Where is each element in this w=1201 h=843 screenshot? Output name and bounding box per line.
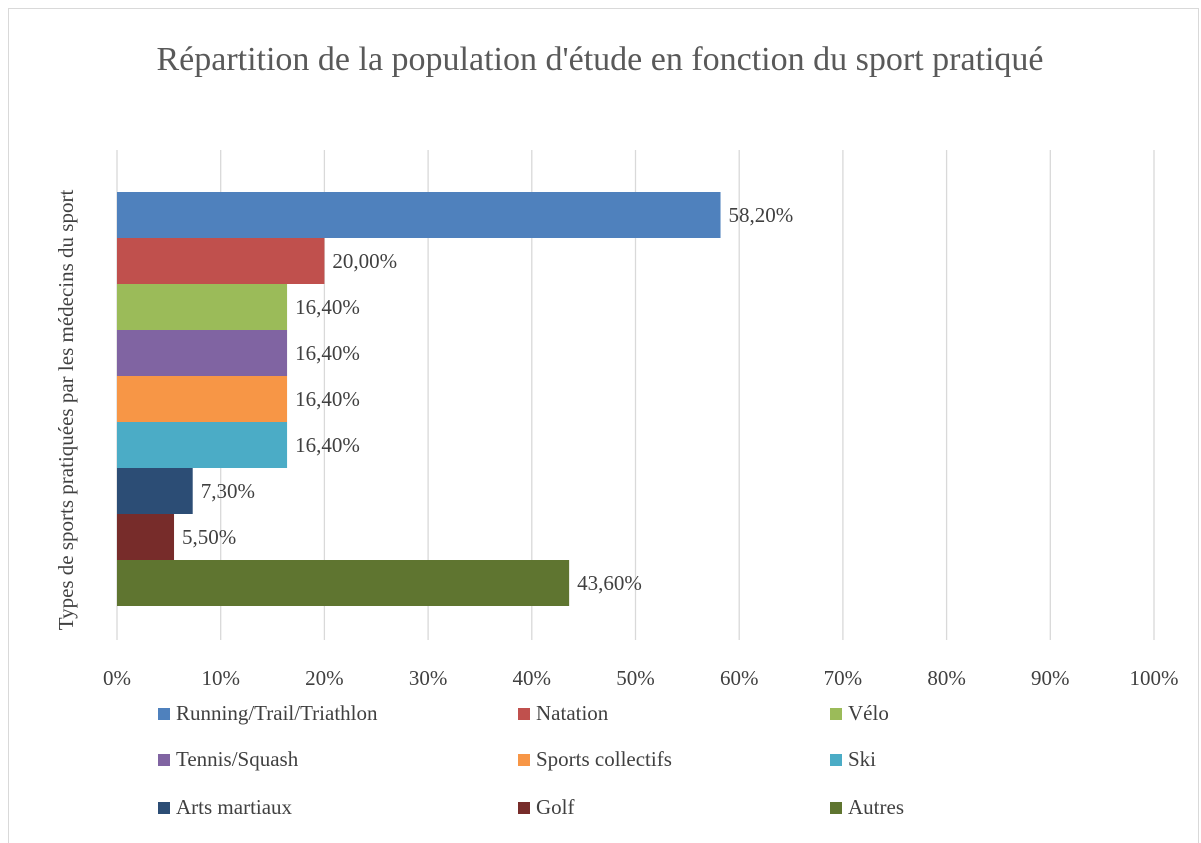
bar [117,330,288,376]
x-tick-label: 0% [103,666,131,690]
bar [117,468,193,514]
data-label: 20,00% [332,249,397,273]
chart-title: Répartition de la population d'étude en … [156,41,1044,78]
x-tick-label: 100% [1130,666,1179,690]
legend-swatch [158,708,170,720]
data-label: 7,30% [201,479,255,503]
x-tick-label: 60% [720,666,759,690]
x-tick-label: 40% [513,666,552,690]
bar [117,560,570,606]
legend-label: Sports collectifs [536,747,672,771]
bar [117,192,721,238]
legend-label: Autres [848,795,904,819]
legend-label: Arts martiaux [176,795,293,819]
data-label: 16,40% [295,433,360,457]
legend-label: Natation [536,701,609,725]
legend-label: Tennis/Squash [176,747,299,771]
x-tick-label: 50% [616,666,655,690]
legend-swatch [158,754,170,766]
chart-border [8,8,1199,843]
data-label: 43,60% [577,571,642,595]
data-label: 16,40% [295,387,360,411]
legend-swatch [518,802,530,814]
legend-swatch [158,802,170,814]
bar [117,238,325,284]
legend-label: Ski [848,747,876,771]
x-tick-label: 10% [201,666,240,690]
legend-swatch [830,754,842,766]
x-tick-label: 90% [1031,666,1070,690]
y-axis-label: Types de sports pratiquées par les médec… [54,190,78,631]
legend-swatch [830,708,842,720]
x-tick-label: 20% [305,666,344,690]
bar [117,514,175,560]
bar [117,284,288,330]
legend-swatch [518,754,530,766]
legend-swatch [518,708,530,720]
data-label: 58,20% [729,203,794,227]
x-tick-label: 80% [927,666,966,690]
x-tick-label: 70% [824,666,863,690]
legend-label: Vélo [848,701,889,725]
x-tick-label: 30% [409,666,448,690]
data-label: 16,40% [295,295,360,319]
data-label: 5,50% [182,525,236,549]
legend-swatch [830,802,842,814]
bar [117,422,288,468]
data-label: 16,40% [295,341,360,365]
bar [117,376,288,422]
legend-label: Running/Trail/Triathlon [176,701,378,725]
legend-label: Golf [536,795,575,819]
